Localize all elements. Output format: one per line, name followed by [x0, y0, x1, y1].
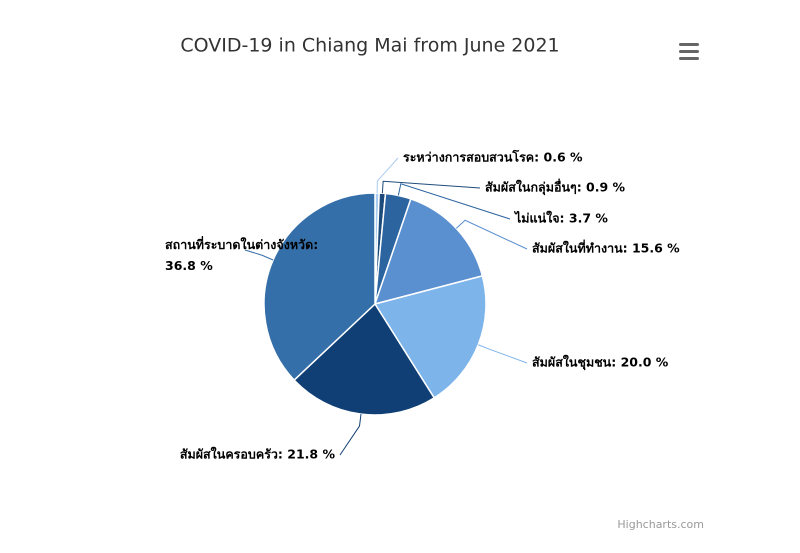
connector	[376, 157, 399, 194]
data-label: ไม่แน่ใจ: 3.7 %	[513, 211, 608, 226]
pie-slice	[373, 274, 487, 399]
chart-title: COVID-19 in Chiang Mai from June 2021	[180, 35, 559, 57]
data-label: สัมผัสในชุมชน: 20.0 %	[532, 355, 669, 371]
menu-bar	[679, 57, 699, 60]
menu-button[interactable]	[679, 43, 699, 60]
menu-bar	[679, 50, 699, 53]
connector	[455, 219, 528, 250]
data-label: ระหว่างการสอบสวนโรค: 0.6 %	[403, 150, 583, 165]
connector	[478, 344, 528, 364]
data-label: สัมผัสในกลุ่มอื่นๆ: 0.9 %	[485, 179, 626, 196]
data-label: สถานที่ระบาดในต่างจังหวัด: 36.8 %	[165, 236, 318, 273]
data-label: สัมผัสในครอบครัว: 21.8 %	[180, 447, 336, 462]
connector	[244, 249, 274, 261]
credits[interactable]: Highcharts.com	[617, 518, 704, 531]
connector	[381, 180, 481, 194]
menu-bar	[679, 43, 699, 46]
connector	[339, 414, 362, 456]
data-label: สัมผัสในที่ทำงาน: 15.6 %	[532, 240, 680, 256]
connector	[397, 183, 511, 220]
pie-slice	[373, 197, 484, 306]
